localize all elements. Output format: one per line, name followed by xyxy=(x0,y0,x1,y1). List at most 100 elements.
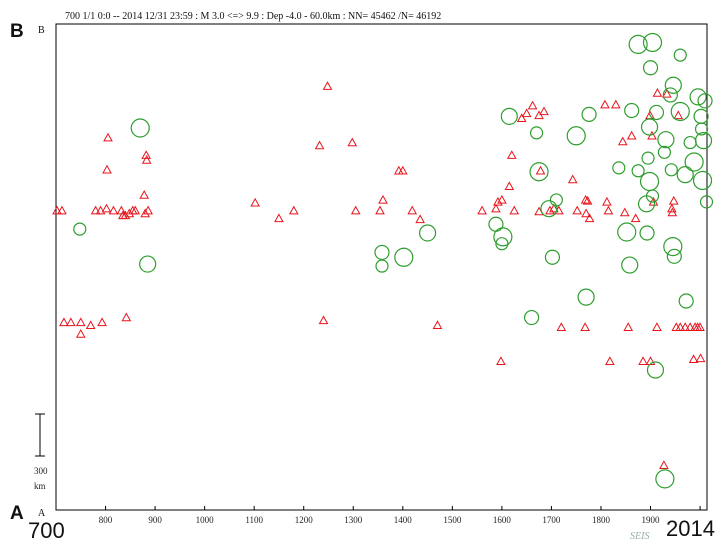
triangle-marker xyxy=(491,203,501,213)
circle-marker xyxy=(642,60,659,76)
triangle-marker xyxy=(659,460,669,469)
circle-marker xyxy=(666,248,682,264)
circle-marker xyxy=(657,131,675,149)
triangle-marker xyxy=(350,205,361,215)
triangle-marker xyxy=(141,155,152,164)
triangle-marker xyxy=(415,214,425,224)
triangle-marker xyxy=(102,164,112,174)
circle-marker xyxy=(676,166,694,184)
triangle-marker xyxy=(666,203,677,213)
triangle-marker xyxy=(695,353,706,363)
triangle-marker xyxy=(688,354,699,364)
triangle-marker xyxy=(52,205,62,215)
x-tick-label: 900 xyxy=(148,515,162,525)
circle-marker xyxy=(529,162,549,182)
scale-bar: 300 km xyxy=(34,413,48,491)
triangle-marker xyxy=(584,213,595,223)
triangle-marker xyxy=(432,320,443,330)
watermark: SEIS xyxy=(630,531,649,542)
scale-bar-value: 300 xyxy=(34,466,48,476)
circle-marker xyxy=(655,469,675,489)
circle-series xyxy=(73,32,714,489)
x-tick-label: 1300 xyxy=(344,515,363,525)
triangle-marker xyxy=(493,196,503,206)
circle-marker xyxy=(664,76,682,94)
triangle-marker xyxy=(85,320,96,330)
circle-marker xyxy=(624,102,640,119)
triangle-marker xyxy=(652,87,663,97)
triangle-marker xyxy=(638,356,648,365)
triangle-marker xyxy=(582,195,593,205)
triangle-marker xyxy=(121,312,132,322)
triangle-marker xyxy=(118,210,128,220)
circle-marker xyxy=(529,126,544,140)
triangle-series xyxy=(52,81,706,469)
circle-marker xyxy=(639,171,660,192)
circle-marker xyxy=(639,225,655,241)
circle-marker xyxy=(493,227,513,247)
triangle-marker xyxy=(318,315,329,325)
triangle-marker xyxy=(619,207,630,217)
plot-frame xyxy=(55,23,708,511)
circle-marker xyxy=(670,101,690,122)
x-tick-label: 1800 xyxy=(592,515,611,525)
circle-marker xyxy=(697,93,713,109)
triangle-marker xyxy=(617,136,628,146)
circle-marker xyxy=(692,170,713,191)
triangle-marker xyxy=(59,317,69,327)
circle-marker xyxy=(617,222,637,242)
triangle-marker xyxy=(103,132,113,142)
circle-marker xyxy=(699,195,714,209)
triangle-marker xyxy=(626,130,637,140)
triangle-marker xyxy=(101,203,112,213)
triangle-marker xyxy=(610,99,621,109)
triangle-marker xyxy=(497,194,507,204)
circle-marker xyxy=(628,34,648,55)
chart-header: 700 1/1 0:0 -- 2014 12/31 23:59 : M 3.0 … xyxy=(65,11,441,22)
triangle-marker xyxy=(602,196,612,206)
circle-marker xyxy=(689,88,707,106)
triangle-marker xyxy=(477,205,487,215)
circle-marker xyxy=(73,222,87,236)
circle-marker xyxy=(693,108,709,124)
triangle-marker xyxy=(288,205,299,215)
triangle-marker xyxy=(630,213,641,223)
triangle-marker xyxy=(108,205,119,215)
circle-marker xyxy=(642,32,663,53)
scale-bar-unit: km xyxy=(34,481,46,491)
x-tick-label: 1100 xyxy=(245,515,263,525)
triangle-marker xyxy=(516,113,527,122)
triangle-marker xyxy=(685,322,696,331)
triangle-marker xyxy=(600,99,610,109)
triangle-marker xyxy=(140,208,151,218)
triangle-marker xyxy=(623,322,634,331)
triangle-marker xyxy=(375,205,385,215)
triangle-marker xyxy=(535,165,546,175)
circle-marker xyxy=(621,256,639,274)
triangle-marker xyxy=(605,356,615,365)
triangle-marker xyxy=(397,165,408,175)
circle-marker xyxy=(544,249,561,265)
triangle-marker xyxy=(506,150,517,159)
triangle-marker xyxy=(75,317,86,327)
x-tick-label: 1700 xyxy=(542,515,561,525)
triangle-marker xyxy=(652,322,662,331)
x-axis-ticks: 800 900 1000 1100 1200 1300 1400 1500 1600 1700 18… xyxy=(55,506,701,525)
circle-marker xyxy=(640,118,659,136)
end-year-label: 2014 xyxy=(666,516,715,541)
triangle-marker xyxy=(314,140,325,150)
circle-marker xyxy=(540,200,558,218)
circle-marker xyxy=(641,151,655,165)
triangle-marker xyxy=(603,205,614,215)
triangle-marker xyxy=(675,322,686,331)
circle-marker xyxy=(581,106,597,122)
triangle-marker xyxy=(668,195,679,205)
triangle-marker xyxy=(673,110,684,120)
triangle-marker xyxy=(556,322,567,331)
x-tick-label: 1600 xyxy=(493,515,512,525)
triangle-marker xyxy=(667,207,678,217)
triangle-marker xyxy=(75,329,86,338)
corner-label-b: B xyxy=(10,21,24,42)
triangle-marker xyxy=(66,317,76,327)
